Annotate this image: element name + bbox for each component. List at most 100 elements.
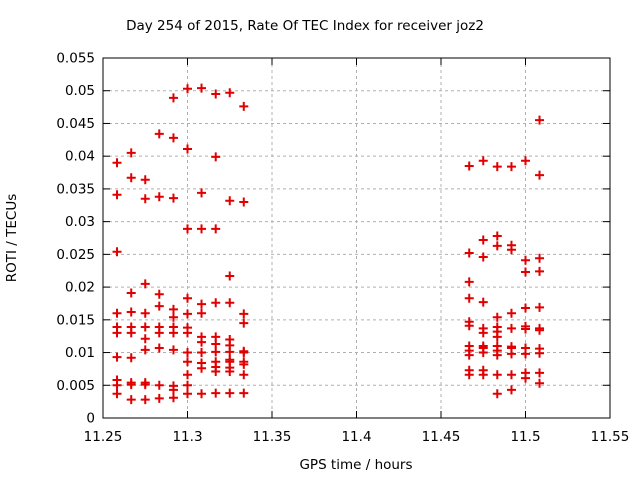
data-point xyxy=(478,370,488,380)
data-point xyxy=(197,299,207,309)
y-tick-label: 0.035 xyxy=(56,181,95,197)
y-tick-label: 0.03 xyxy=(65,214,95,230)
data-point xyxy=(112,308,122,318)
data-point xyxy=(478,328,488,338)
x-tick-label: 11.55 xyxy=(591,429,630,445)
data-point xyxy=(464,350,474,360)
data-point xyxy=(126,148,136,158)
data-point xyxy=(478,156,488,166)
y-tick-label: 0.05 xyxy=(65,83,95,99)
data-point xyxy=(126,173,136,183)
data-point xyxy=(211,298,221,308)
data-point xyxy=(168,328,178,338)
data-point xyxy=(154,289,164,299)
data-point xyxy=(154,328,164,338)
data-point xyxy=(183,84,192,94)
tick-layer xyxy=(102,57,611,419)
data-point xyxy=(492,312,502,322)
data-point xyxy=(154,343,164,353)
data-point xyxy=(140,322,150,332)
data-point xyxy=(211,347,221,357)
data-point xyxy=(521,267,530,277)
data-point xyxy=(239,348,249,358)
y-tick-label: 0.005 xyxy=(56,378,95,394)
data-point xyxy=(154,129,164,139)
data-point xyxy=(168,133,178,143)
data-point xyxy=(239,309,249,319)
x-tick-label: 11.3 xyxy=(172,429,202,445)
data-point xyxy=(464,321,474,331)
data-point xyxy=(464,248,474,258)
data-point xyxy=(183,389,192,399)
data-point xyxy=(211,224,221,234)
data-point xyxy=(225,347,235,357)
data-point xyxy=(112,352,122,362)
data-point xyxy=(492,241,502,251)
data-point xyxy=(126,328,136,338)
data-point xyxy=(535,170,545,180)
data-point xyxy=(168,304,178,314)
data-point xyxy=(521,349,530,359)
data-point xyxy=(168,312,178,322)
data-point xyxy=(140,334,150,344)
data-point xyxy=(535,368,545,378)
x-tick-label: 11.4 xyxy=(341,429,371,445)
data-point xyxy=(506,245,516,255)
data-point xyxy=(197,83,207,93)
y-tick-label: 0.025 xyxy=(56,247,95,263)
data-point xyxy=(168,193,178,203)
data-point xyxy=(112,247,122,257)
data-point xyxy=(197,224,207,234)
y-tick-label: 0.01 xyxy=(65,345,95,361)
data-point xyxy=(492,231,502,241)
data-point xyxy=(506,162,516,172)
data-point xyxy=(521,324,530,334)
data-point xyxy=(112,158,122,168)
data-point xyxy=(140,380,150,390)
data-point xyxy=(168,393,178,403)
data-point xyxy=(183,144,192,154)
data-point xyxy=(225,271,235,281)
data-point xyxy=(239,318,249,328)
data-point xyxy=(183,293,192,303)
data-point xyxy=(126,395,136,405)
data-point xyxy=(464,161,474,171)
data-point xyxy=(183,309,192,319)
x-axis-label: GPS time / hours xyxy=(299,457,412,473)
y-tick-label: 0.02 xyxy=(65,280,95,296)
data-point xyxy=(183,357,192,367)
y-tick-label: 0.015 xyxy=(56,312,95,328)
data-point xyxy=(478,235,488,245)
data-point xyxy=(521,255,530,265)
x-tick-label: 11.35 xyxy=(253,429,292,445)
data-point xyxy=(112,389,122,399)
data-point xyxy=(154,192,164,202)
data-point xyxy=(140,279,150,289)
data-point xyxy=(126,307,136,317)
data-point xyxy=(211,152,221,162)
data-point xyxy=(140,345,150,355)
x-tick-label: 11.25 xyxy=(84,429,123,445)
data-point xyxy=(478,252,488,262)
data-point xyxy=(535,266,545,276)
data-point xyxy=(492,332,502,342)
data-point xyxy=(225,196,235,206)
data-point xyxy=(154,301,164,311)
data-point xyxy=(140,395,150,405)
data-point xyxy=(197,188,207,198)
data-point xyxy=(535,378,545,388)
data-point xyxy=(521,373,530,383)
data-point xyxy=(464,277,474,287)
data-point xyxy=(239,388,249,398)
grid-layer xyxy=(102,57,611,419)
data-point xyxy=(535,348,545,358)
x-tick-label: 11.5 xyxy=(510,429,540,445)
y-tick-label: 0.04 xyxy=(65,149,95,165)
data-point xyxy=(506,323,516,333)
x-tick-label: 11.45 xyxy=(422,429,461,445)
data-point xyxy=(464,370,474,380)
y-tick-label: 0.045 xyxy=(56,116,95,132)
y-axis-label: ROTI / TECUs xyxy=(4,194,20,282)
data-point xyxy=(183,224,192,234)
